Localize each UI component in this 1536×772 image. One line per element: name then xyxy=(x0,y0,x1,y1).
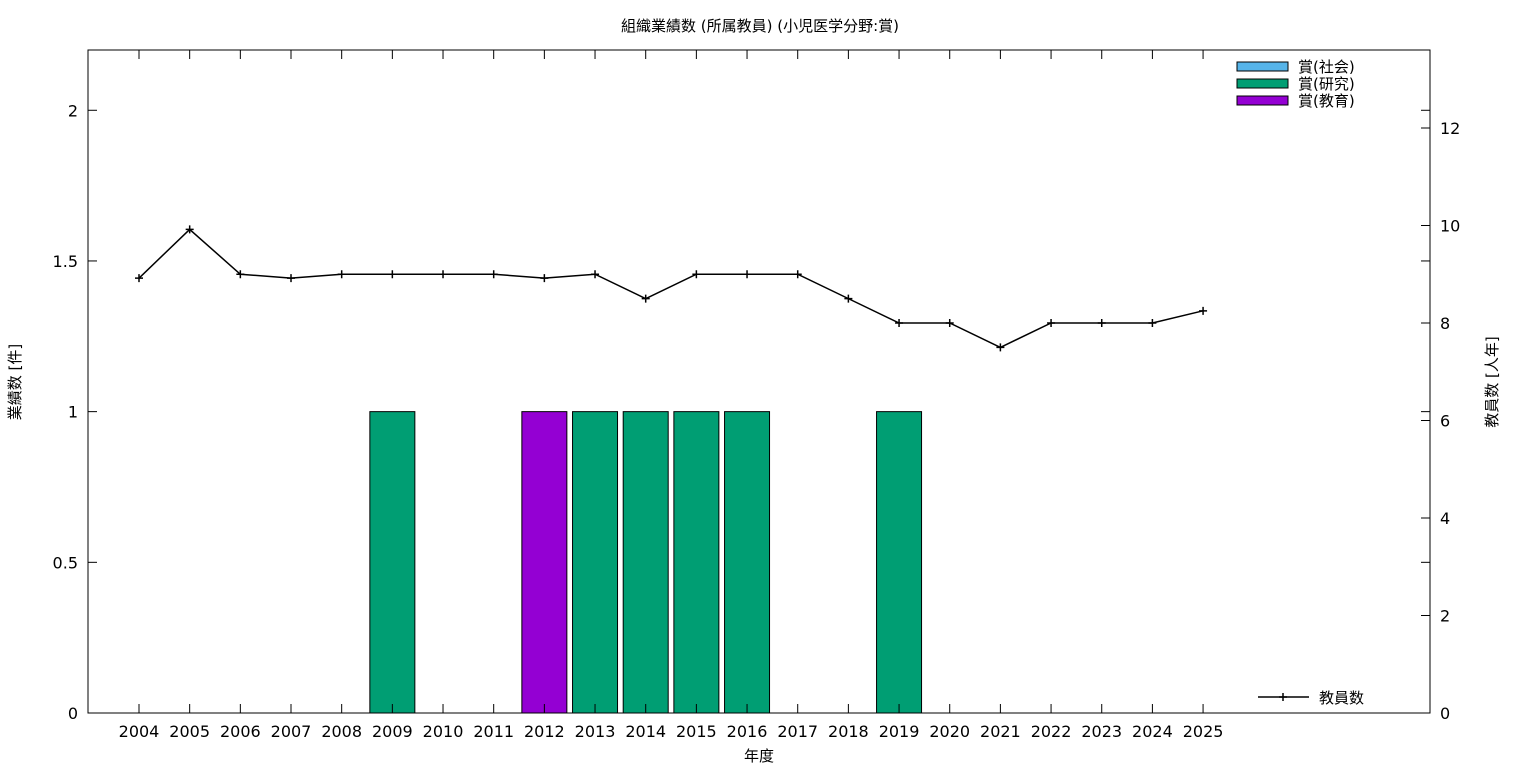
line-point xyxy=(439,270,448,279)
x-tick-label: 2008 xyxy=(321,722,362,741)
line-point xyxy=(1199,306,1208,315)
bar xyxy=(622,411,669,714)
legend-swatch xyxy=(1236,95,1289,106)
line-point xyxy=(388,270,397,279)
line-point xyxy=(1148,319,1157,327)
x-tick-label: 2013 xyxy=(575,722,616,741)
x-tick-label: 2025 xyxy=(1183,722,1224,741)
bars-group xyxy=(369,411,923,714)
bar xyxy=(876,411,923,714)
legend-label: 賞(社会) xyxy=(1298,58,1355,76)
line-point xyxy=(337,270,346,279)
x-tick-label: 2007 xyxy=(271,722,312,741)
x-tick-label: 2015 xyxy=(676,722,717,741)
x-tick-label: 2018 xyxy=(828,722,869,741)
x-tick-label: 2016 xyxy=(727,722,768,741)
x-tick-label: 2014 xyxy=(625,722,666,741)
line-point xyxy=(844,294,853,303)
y-tick-label: 0.5 xyxy=(53,553,78,572)
legend-group: 賞(社会)賞(研究)賞(教育) 教員数 xyxy=(1236,58,1364,707)
x-tick-label: 2004 xyxy=(119,722,160,741)
line-point xyxy=(996,343,1005,352)
y2-axis-label: 教員数 [人年] xyxy=(1483,336,1501,427)
x-tick-label: 2024 xyxy=(1132,722,1173,741)
legend-line-label: 教員数 xyxy=(1319,689,1364,707)
x-tick-label: 2011 xyxy=(473,722,514,741)
line-point xyxy=(591,270,600,279)
line-point xyxy=(641,294,650,303)
bar xyxy=(369,411,416,714)
legend-label: 賞(研究) xyxy=(1298,75,1355,93)
line-point xyxy=(135,274,143,283)
y2-tick-label: 6 xyxy=(1440,412,1450,431)
legend-swatch xyxy=(1236,61,1289,72)
y-tick-label: 1.5 xyxy=(53,252,78,271)
y-axis-label: 業績数 [件] xyxy=(6,344,24,420)
legend-swatch xyxy=(1236,78,1289,89)
x-tick-label: 2010 xyxy=(423,722,464,741)
line-point xyxy=(185,225,194,234)
legend-line-marker xyxy=(1279,693,1287,701)
line-point xyxy=(895,319,904,327)
x-tick-label: 2021 xyxy=(980,722,1021,741)
line-point xyxy=(1097,319,1106,327)
line-point xyxy=(489,270,498,279)
x-tick-label: 2005 xyxy=(169,722,210,741)
x-tick-label: 2022 xyxy=(1031,722,1072,741)
y-tick-label: 0 xyxy=(68,704,78,723)
bar xyxy=(724,411,771,714)
y-tick-label: 1 xyxy=(68,403,78,422)
line-group xyxy=(135,225,1208,352)
line-point xyxy=(236,270,245,279)
line-point xyxy=(287,274,296,283)
legend-label: 賞(教育) xyxy=(1298,92,1355,110)
line-point xyxy=(692,270,701,279)
bar xyxy=(673,411,720,714)
y2-tick-label: 0 xyxy=(1440,704,1450,723)
line-point xyxy=(743,270,752,279)
x-tick-label: 2023 xyxy=(1081,722,1122,741)
x-axis-label: 年度 xyxy=(744,747,774,765)
x-tick-label: 2009 xyxy=(372,722,413,741)
line-point xyxy=(540,274,549,283)
y2-tick-label: 2 xyxy=(1440,607,1450,626)
line-point xyxy=(793,270,802,279)
y2-tick-label: 12 xyxy=(1440,119,1460,138)
x-tick-label: 2012 xyxy=(524,722,565,741)
line-point xyxy=(945,319,954,327)
y2-tick-label: 10 xyxy=(1440,217,1460,236)
x-tick-label: 2019 xyxy=(879,722,920,741)
bar xyxy=(572,411,619,714)
x-tick-label: 2006 xyxy=(220,722,261,741)
chart-title: 組織業績数 (所属教員) (小児医学分野:賞) xyxy=(621,17,899,35)
x-tick-label: 2020 xyxy=(929,722,970,741)
line-point xyxy=(1047,319,1056,327)
line-series-path xyxy=(138,228,1204,349)
y2-tick-label: 8 xyxy=(1440,314,1450,333)
bar xyxy=(521,411,568,714)
y-tick-label: 2 xyxy=(68,101,78,120)
plot-border xyxy=(87,49,1431,714)
y2-tick-label: 4 xyxy=(1440,509,1450,528)
x-tick-label: 2017 xyxy=(777,722,818,741)
